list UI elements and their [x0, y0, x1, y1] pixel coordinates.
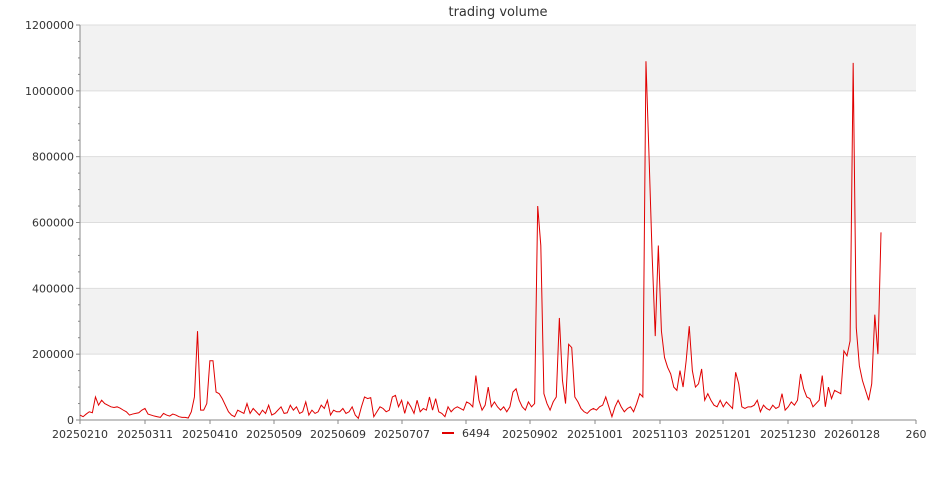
x-tick-label: 20250410: [182, 428, 238, 441]
x-tick-label: 20251201: [695, 428, 751, 441]
grid-band: [80, 288, 916, 355]
series-lines: [79, 61, 882, 420]
x-tick-label: 20250311: [117, 428, 173, 441]
x-tick-label: 260: [906, 428, 927, 441]
chart-title: trading volume: [448, 5, 547, 20]
legend: 6494: [442, 427, 490, 440]
x-tick-label: 20250210: [52, 428, 108, 441]
grid-band: [80, 156, 916, 223]
y-tick-label: 200000: [32, 348, 74, 361]
y-tick-label: 1200000: [25, 19, 74, 32]
x-tick-label: 20251001: [567, 428, 623, 441]
x-tick-label: 20251230: [760, 428, 816, 441]
x-tick-label: 20250902: [502, 428, 558, 441]
grid-band: [80, 25, 916, 91]
y-tick-label: 600000: [32, 217, 74, 230]
y-tick-label: 400000: [32, 282, 74, 295]
y-axis-ticks: 0 200000 400000 600000 800000 1000000 1200000: [25, 19, 80, 427]
x-tick-label: 20250509: [246, 428, 302, 441]
x-tick-label: 20251103: [632, 428, 688, 441]
x-axis-ticks: 20250210 20250311 20250410 20250509 20250609…: [52, 420, 927, 441]
plot-background-bands: [80, 25, 916, 355]
x-tick-label: 20250609: [310, 428, 366, 441]
y-tick-label: 800000: [32, 151, 74, 164]
gridlines: [80, 24, 916, 421]
x-tick-label: 20260128: [824, 428, 880, 441]
y-tick-label: 0: [67, 414, 74, 427]
series-line-6494: [79, 61, 882, 420]
y-tick-label: 1000000: [25, 85, 74, 98]
legend-label: 6494: [462, 427, 490, 440]
x-tick-label: 20250707: [374, 428, 430, 441]
